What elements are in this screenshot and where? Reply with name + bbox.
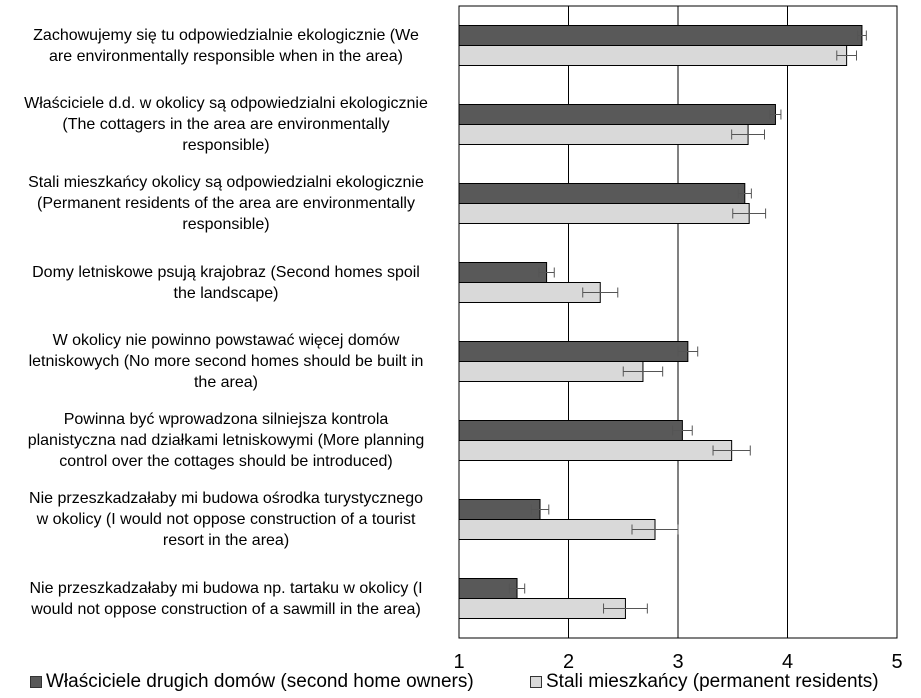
error-bar	[508, 583, 526, 594]
category-label: W okolicy nie powinno powstawać więcej d…	[0, 330, 452, 393]
bar-residents	[458, 203, 750, 224]
category-label: Domy letniskowe psują krajobraz (Second …	[0, 262, 452, 304]
category-label-line: (The cottagers in the area are environme…	[62, 116, 390, 133]
category-label-line: responsible)	[182, 137, 270, 154]
bar-residents	[458, 598, 626, 619]
category-label-line: resort in the area)	[162, 532, 290, 549]
bar-residents	[458, 519, 656, 540]
category-label: Nie przeszkadzałaby mi budowa np. tartak…	[0, 578, 452, 620]
bar-owners	[458, 262, 548, 283]
bar-owners	[458, 104, 776, 125]
error-bar	[530, 504, 550, 515]
x-tick-label: 5	[891, 651, 902, 673]
category-label: Właściciele d.d. w okolicy są odpowiedzi…	[0, 93, 452, 156]
category-label: Stali mieszkańcy okolicy są odpowiedzial…	[0, 172, 452, 235]
bar-residents	[458, 124, 749, 145]
category-label-line: (Permanent residents of the area are env…	[37, 195, 415, 212]
error-bar	[622, 366, 664, 377]
bar-owners	[458, 341, 689, 362]
error-bar	[538, 267, 555, 278]
legend-item-owners: Właściciele drugich domów (second home o…	[30, 670, 474, 694]
category-label: Nie przeszkadzałaby mi budowa ośrodka tu…	[0, 488, 452, 551]
category-label: Zachowujemy się tu odpowiedzialnie ekolo…	[0, 25, 452, 67]
category-label-line: W okolicy nie powinno powstawać więcej d…	[52, 332, 400, 349]
category-label-line: Właściciele d.d. w okolicy są odpowiedzi…	[24, 95, 428, 112]
category-label-line: Nie przeszkadzałaby mi budowa np. tartak…	[29, 579, 423, 597]
legend-label-owners: Właściciele drugich domów (second home o…	[46, 671, 474, 692]
bar-owners	[458, 183, 746, 204]
category-label-line: letniskowych (No more second homes shoul…	[28, 353, 424, 370]
category-label-line: responsible)	[182, 216, 270, 233]
legend: Właściciele drugich domów (second home o…	[0, 670, 921, 694]
error-bar	[603, 603, 648, 614]
x-tick-label: 2	[563, 651, 574, 673]
bar-residents	[458, 440, 733, 461]
category-label-line: planistyczna nad działkami letniskowymi …	[27, 432, 425, 449]
category-label-line: the area)	[193, 374, 259, 391]
bar-owners	[458, 25, 863, 46]
error-bar	[731, 129, 766, 140]
error-bar	[836, 50, 857, 61]
error-bar	[732, 208, 767, 219]
category-label-line: Zachowujemy się tu odpowiedzialnie ekolo…	[33, 26, 419, 44]
bar-owners	[458, 420, 683, 441]
bar-owners	[458, 578, 518, 599]
category-label-line: w okolicy (I would not oppose constructi…	[36, 511, 416, 528]
bar-residents	[458, 282, 601, 303]
bar-owners	[458, 499, 541, 520]
category-label-line: the landscape)	[173, 284, 279, 302]
category-label-line: control over the cottages should be intr…	[59, 453, 393, 470]
category-label-line: Powinna być wprowadzona silniejsza kontr…	[63, 411, 389, 428]
error-bar	[769, 109, 782, 120]
legend-item-residents: Stali mieszkańcy (permanent residents)	[530, 670, 879, 694]
legend-label-residents: Stali mieszkańcy (permanent residents)	[546, 671, 879, 692]
error-bars	[508, 30, 867, 614]
legend-swatch-owners	[30, 676, 42, 688]
error-bar	[737, 188, 752, 199]
x-tick-label: 1	[453, 651, 464, 673]
x-tick-labels: 1 2 3 4 5	[453, 651, 902, 673]
error-bar	[712, 445, 751, 456]
category-label: Powinna być wprowadzona silniejsza kontr…	[0, 409, 452, 472]
grid-lines	[458, 5, 898, 639]
error-bar	[677, 346, 699, 357]
category-label-line: are environmentally responsible when in …	[49, 47, 403, 65]
category-label-line: Stali mieszkańcy okolicy są odpowiedzial…	[28, 174, 424, 191]
bar-residents	[458, 45, 848, 66]
category-label-line: Nie przeszkadzałaby mi budowa ośrodka tu…	[29, 490, 423, 507]
error-bar	[582, 287, 619, 298]
x-tick-label: 4	[782, 651, 793, 673]
category-label-line: would not oppose construction of a sawmi…	[31, 600, 421, 618]
error-bar	[631, 524, 679, 535]
error-bar	[672, 425, 693, 436]
bar-residents	[458, 361, 644, 382]
bars	[458, 25, 863, 619]
category-label-line: Domy letniskowe psują krajobraz (Second …	[32, 263, 420, 281]
x-tick-label: 3	[672, 651, 683, 673]
legend-swatch-residents	[530, 676, 542, 688]
error-bar	[857, 30, 867, 41]
